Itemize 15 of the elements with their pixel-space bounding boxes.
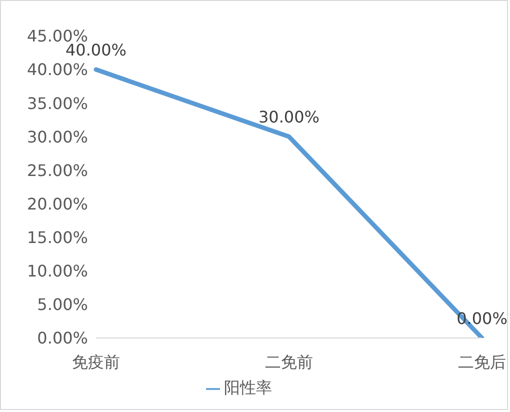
y-tick-label: 10.00% [26, 262, 88, 281]
y-tick-label: 25.00% [26, 160, 88, 180]
y-tick-label: 5.00% [37, 295, 88, 314]
x-tick-label: 二免后 [458, 352, 506, 372]
y-tick-label: 30.00% [26, 127, 88, 146]
y-tick-label: 20.00% [26, 194, 88, 214]
x-tick-label: 免疫前 [72, 352, 120, 372]
legend-label: 阳性率 [224, 378, 272, 397]
data-label: 30.00% [258, 108, 320, 127]
y-tick-label: 40.00% [26, 60, 88, 80]
y-tick-label: 0.00% [37, 328, 88, 348]
x-tick-label: 二免前 [265, 352, 313, 372]
y-tick-label: 15.00% [26, 228, 88, 248]
y-tick-label: 35.00% [26, 94, 88, 113]
data-label: 40.00% [65, 40, 127, 60]
